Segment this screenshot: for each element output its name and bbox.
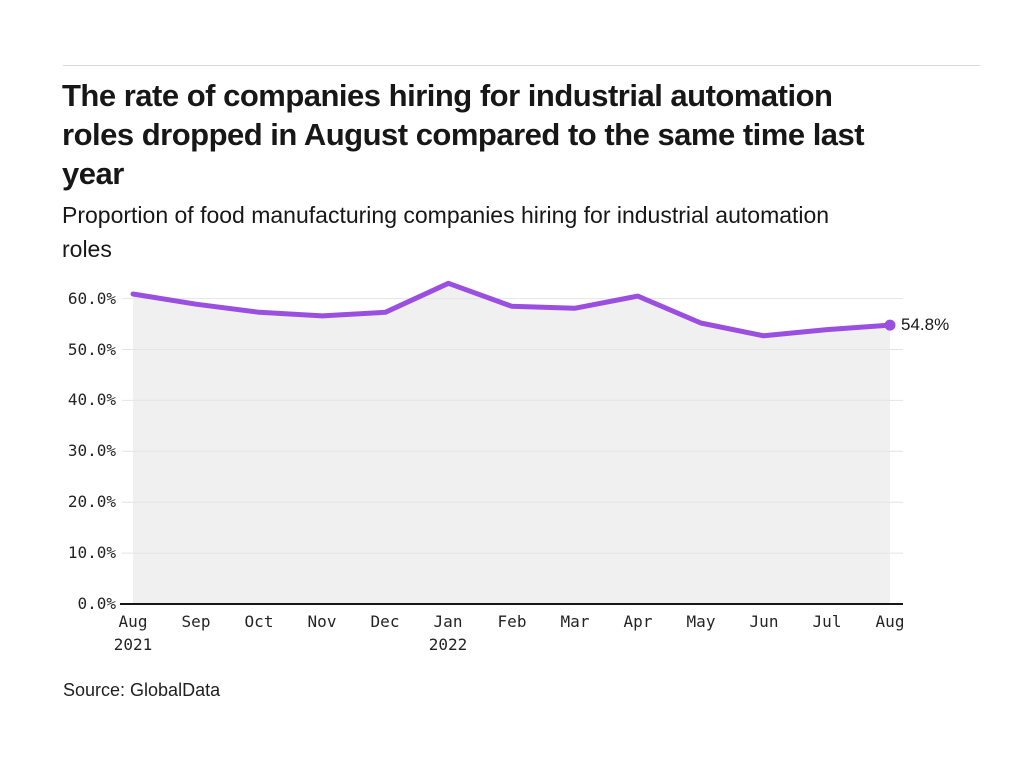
x-axis-tick-month: Jan: [433, 612, 463, 631]
x-axis-tick-month: Jul: [812, 612, 842, 631]
x-axis-tick-month: Oct: [244, 612, 274, 631]
x-axis-tick-month: Aug: [875, 612, 905, 631]
trend-line: [130, 280, 893, 339]
chart-title-line-3: year: [62, 156, 124, 191]
x-axis-tick-month: Jun: [749, 612, 779, 631]
x-axis-tick-year: 2022: [428, 635, 468, 654]
x-axis-tick-month: Dec: [370, 612, 400, 631]
x-axis-tick-year: 2021: [113, 635, 153, 654]
chart-title: The rate of companies hiring for industr…: [62, 76, 865, 193]
end-value-label: 54.8%: [901, 315, 950, 334]
y-axis-tick-label: 60.0%: [67, 289, 116, 308]
x-axis-tick-month: Sep: [181, 612, 211, 631]
chart-subtitle-line-1: Proportion of food manufacturing compani…: [62, 202, 830, 228]
x-axis-tick-month: Aug: [118, 612, 148, 631]
chart-title-line-2: roles dropped in August compared to the …: [62, 117, 865, 152]
x-axis-tick-month: Apr: [623, 612, 653, 631]
y-axis-tick-label: 0.0%: [77, 594, 116, 613]
top-divider: [63, 65, 980, 66]
y-axis-tick-label: 20.0%: [67, 492, 116, 511]
chart-title-line-1: The rate of companies hiring for industr…: [62, 78, 833, 113]
chart-subtitle: Proportion of food manufacturing compani…: [62, 198, 829, 266]
x-axis-tick-month: Nov: [307, 612, 337, 631]
chart-subtitle-line-2: roles: [62, 236, 112, 262]
x-axis-tick-month: Feb: [497, 612, 527, 631]
y-axis-tick-label: 30.0%: [67, 441, 116, 460]
y-axis-tick-label: 50.0%: [67, 340, 116, 359]
end-point-dot: [884, 319, 896, 331]
x-axis-tick-month: May: [686, 612, 716, 631]
x-axis-tick-month: Mar: [560, 612, 590, 631]
source-attribution: Source: GlobalData: [63, 680, 221, 700]
y-axis-tick-label: 10.0%: [67, 543, 116, 562]
area-fill: [133, 283, 890, 604]
y-axis-tick-label: 40.0%: [67, 390, 116, 409]
